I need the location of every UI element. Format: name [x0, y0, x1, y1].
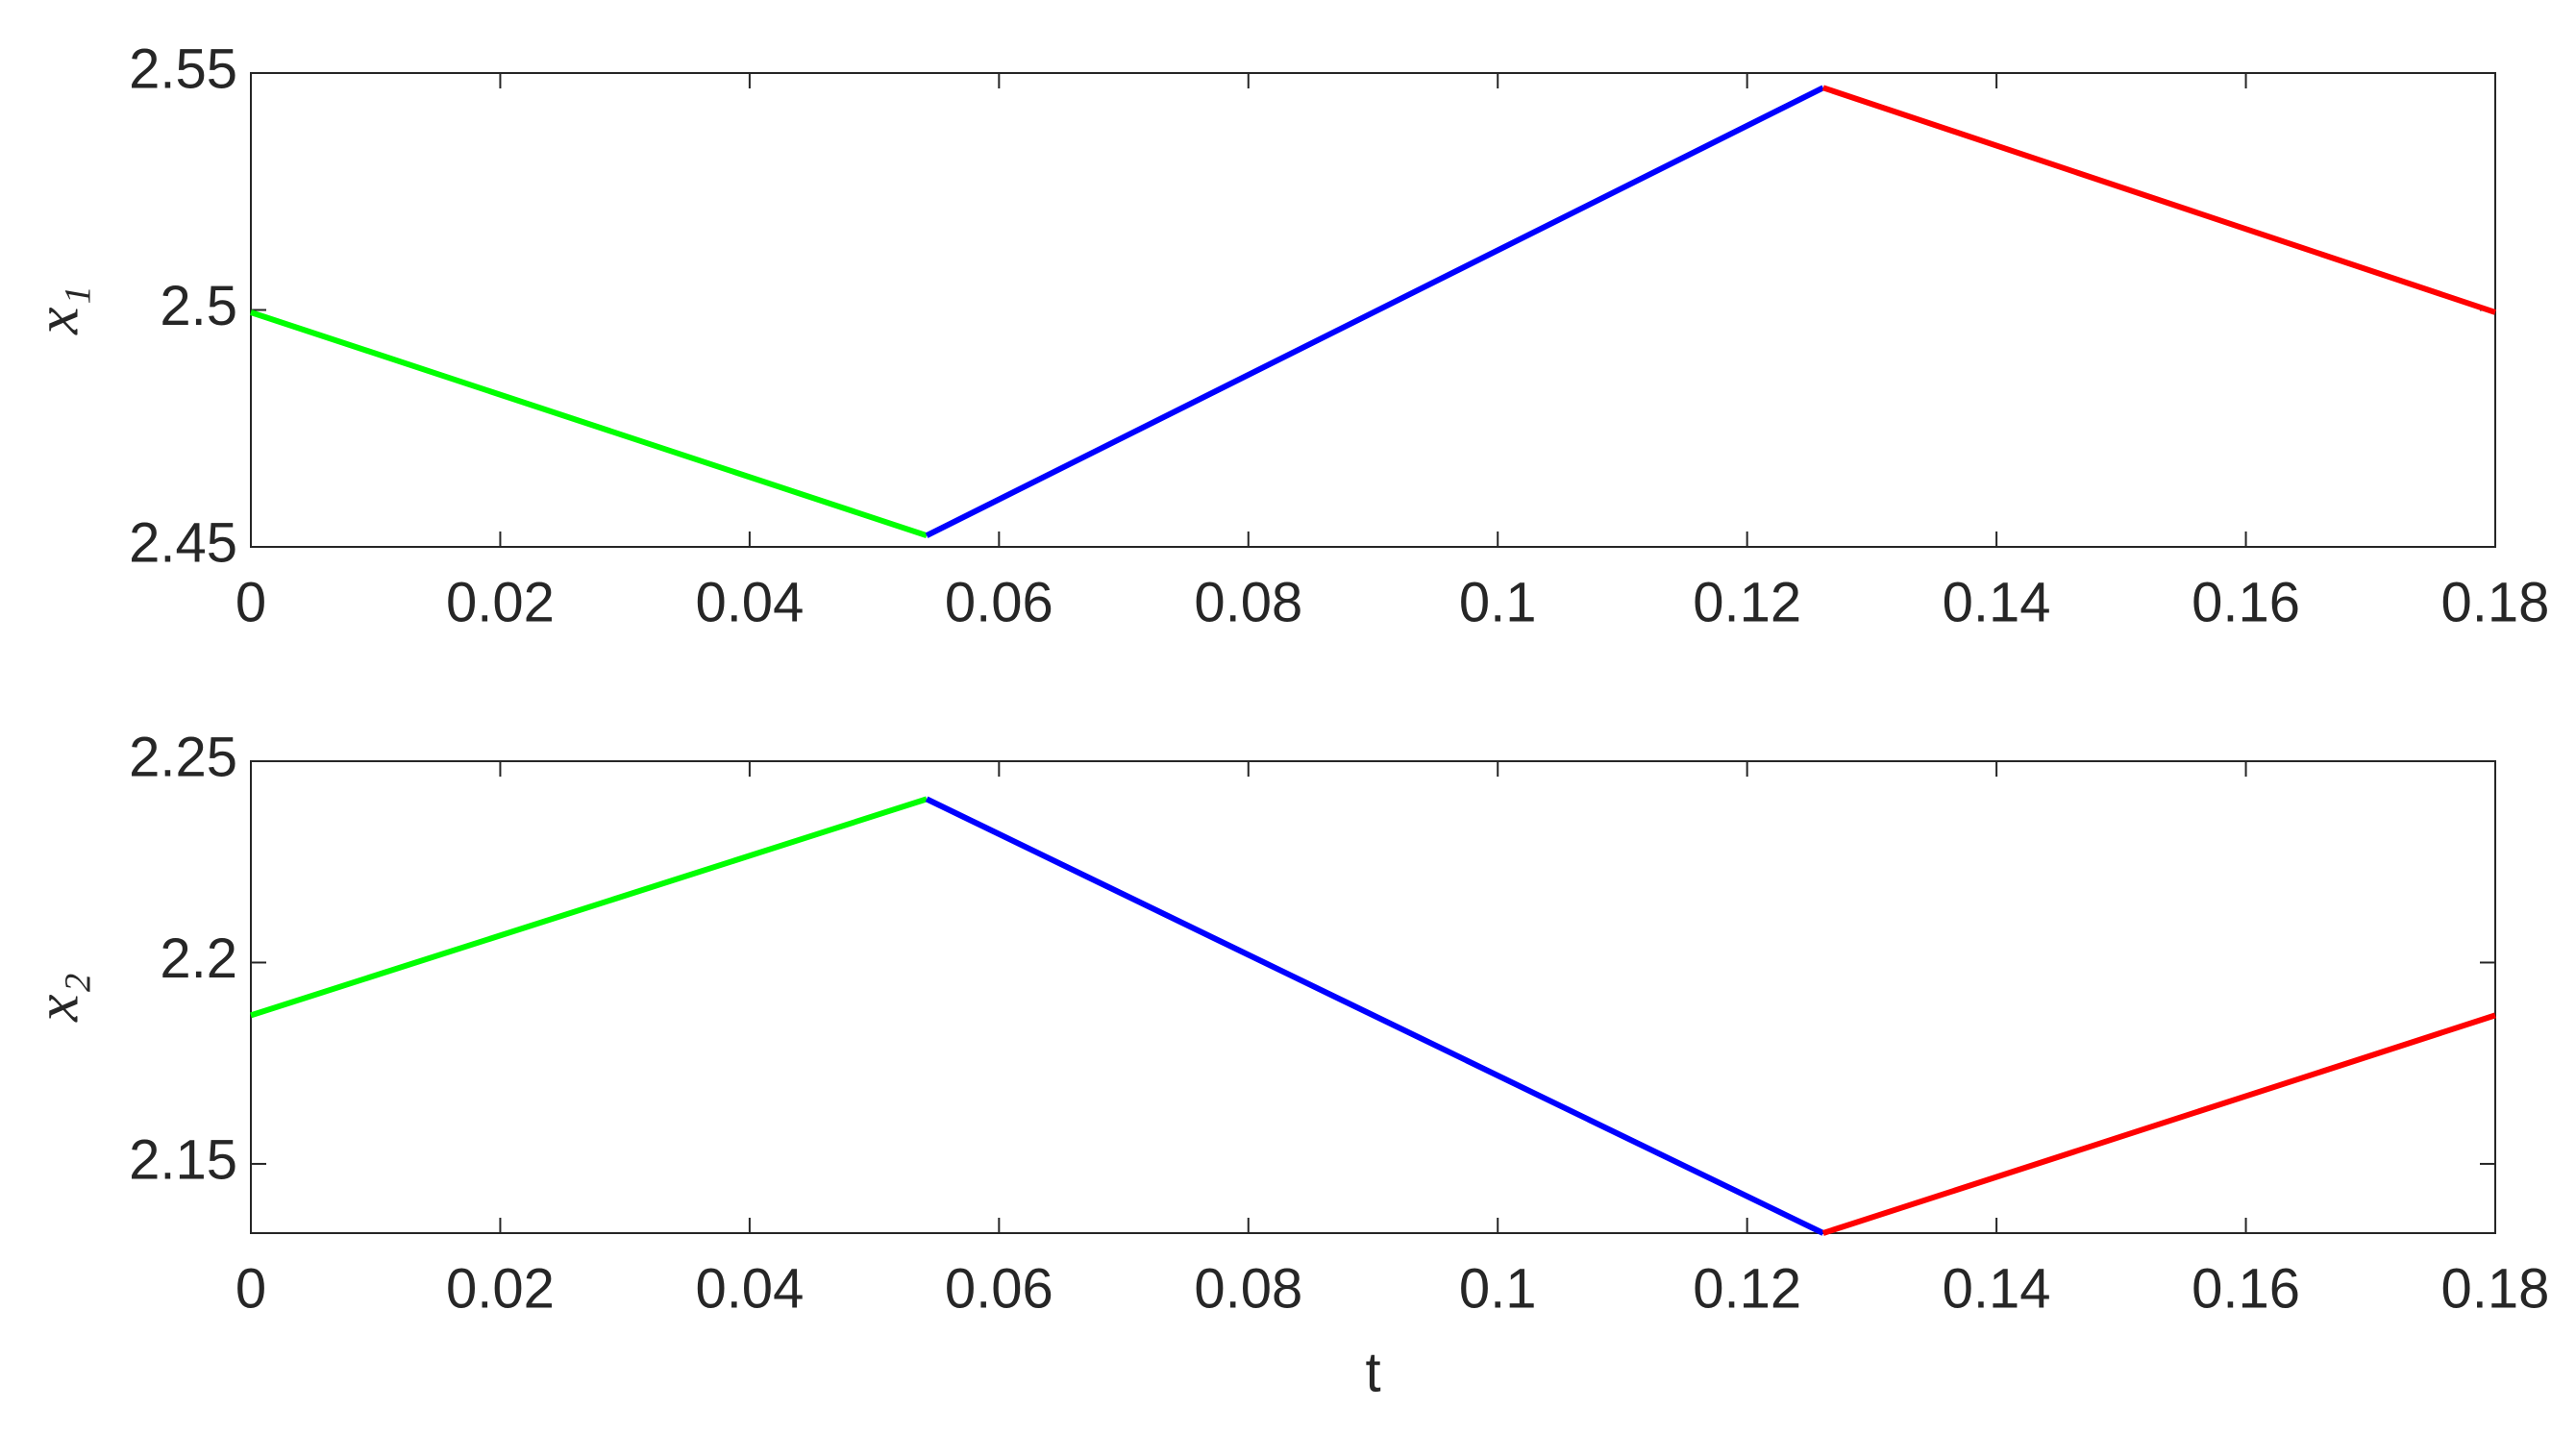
- x-tick-label: 0.06: [945, 571, 1053, 633]
- x-tick-label: 0.18: [2441, 571, 2550, 633]
- x-tick-label: 0.1: [1459, 571, 1537, 633]
- x-tick-label: 0.14: [1943, 571, 2051, 633]
- line-series: [250, 309, 929, 539]
- y-axis-label: x₂: [23, 973, 91, 1023]
- y-tick-label: 2.15: [129, 1128, 237, 1191]
- x-tick-label: 0.14: [1943, 1257, 2051, 1320]
- y-tick-label: 2.55: [129, 37, 237, 100]
- y-tick-label: 2.45: [129, 511, 237, 574]
- y-tick-label: 2.25: [129, 726, 237, 788]
- x-tick-label: 0.02: [446, 1257, 555, 1320]
- line-series: [1821, 1012, 2496, 1236]
- line-series: [925, 85, 1825, 538]
- x-axis-label: t: [1365, 1341, 1380, 1403]
- x-tick-label: 0.12: [1693, 1257, 1801, 1320]
- line-series: [1821, 85, 2496, 315]
- x-tick-label: 0: [235, 571, 266, 633]
- x-tick-label: 0.08: [1194, 1257, 1302, 1320]
- line-series: [925, 796, 1825, 1236]
- x-tick-label: 0.02: [446, 571, 555, 633]
- x-tick-label: 0.04: [695, 571, 804, 633]
- x-tick-label: 0.12: [1693, 571, 1801, 633]
- x-tick-label: 0: [235, 1257, 266, 1320]
- x-tick-label: 0.18: [2441, 1257, 2550, 1320]
- x-tick-label: 0.08: [1194, 571, 1302, 633]
- x-tick-label: 0.04: [695, 1257, 804, 1320]
- line-series: [250, 796, 929, 1019]
- y-tick-label: 2.5: [160, 275, 237, 337]
- x-tick-label: 0.16: [2192, 1257, 2300, 1320]
- plot-area: [250, 760, 2496, 1234]
- x-tick-label: 0.16: [2192, 571, 2300, 633]
- y-tick-label: 2.2: [160, 927, 237, 990]
- x-tick-label: 0.1: [1459, 1257, 1537, 1320]
- x-tick-label: 0.06: [945, 1257, 1053, 1320]
- y-axis-label: x₁: [23, 285, 91, 335]
